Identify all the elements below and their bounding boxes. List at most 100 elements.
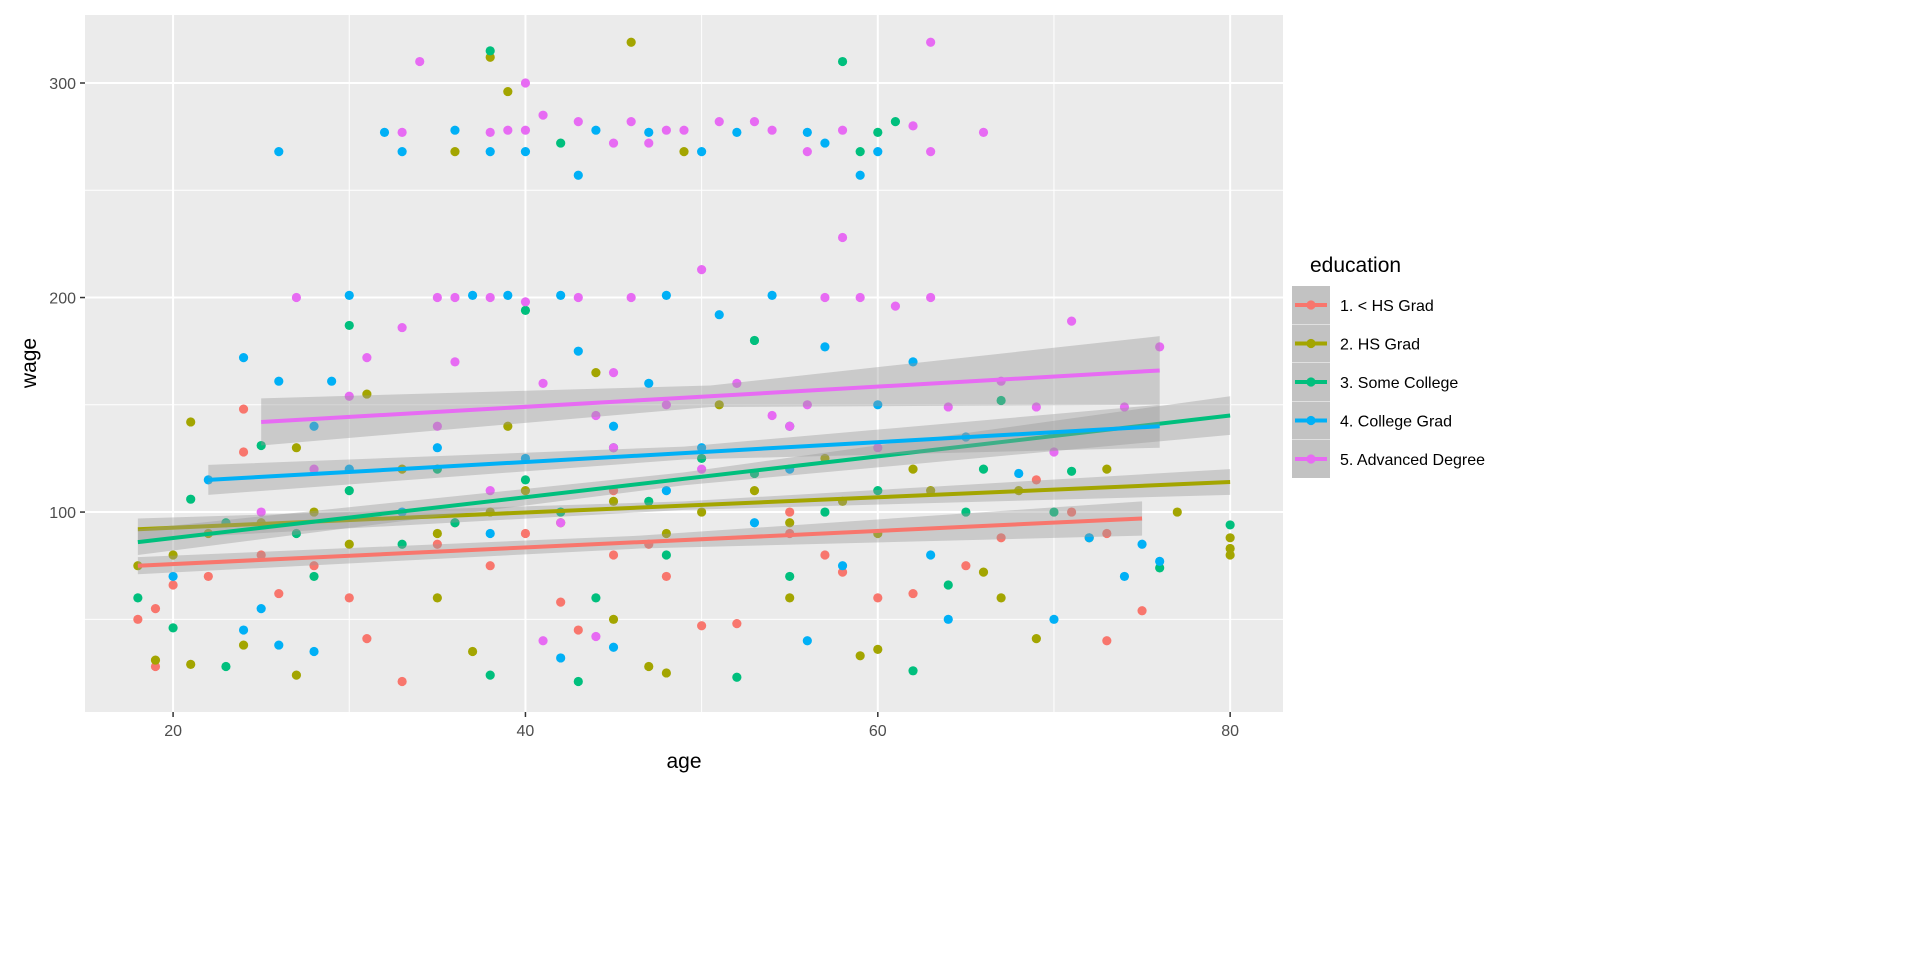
data-point (608, 421, 619, 431)
data-point (820, 507, 830, 517)
data-point (1119, 402, 1130, 412)
data-point (873, 443, 883, 453)
data-point (309, 464, 319, 474)
data-point (644, 127, 654, 137)
data-point (785, 571, 795, 582)
data-point (873, 593, 883, 603)
data-point (256, 507, 266, 517)
data-point (432, 539, 442, 549)
data-point (802, 127, 812, 137)
data-point (520, 78, 531, 88)
data-point (238, 625, 249, 635)
data-point (908, 464, 918, 474)
points-layer (133, 37, 1235, 687)
data-point (1137, 539, 1147, 549)
data-point (732, 127, 742, 137)
data-point (820, 138, 830, 148)
data-point (1066, 466, 1077, 476)
data-point (133, 593, 143, 603)
data-point (697, 507, 707, 517)
data-point (1155, 556, 1165, 567)
data-point (661, 290, 671, 300)
data-point (520, 475, 531, 485)
data-point (450, 125, 460, 135)
data-point (749, 335, 760, 346)
data-point (133, 614, 143, 624)
data-point (943, 402, 953, 412)
data-point (1225, 533, 1235, 543)
data-point (186, 494, 196, 504)
data-point (1225, 543, 1235, 554)
data-point (397, 322, 407, 333)
data-point (432, 528, 442, 539)
data-point (820, 550, 830, 560)
data-point (538, 378, 548, 388)
data-point (732, 378, 742, 388)
data-point (573, 170, 583, 180)
data-point (1049, 614, 1059, 624)
data-point (1102, 464, 1112, 474)
data-point (450, 357, 460, 367)
x-tick-label: 20 (164, 723, 182, 740)
data-point (520, 305, 531, 316)
data-point (379, 127, 390, 137)
data-point (1155, 342, 1165, 352)
data-point (855, 651, 865, 661)
data-point (820, 292, 830, 303)
data-point (714, 310, 724, 320)
legend-label: 1. < HS Grad (1340, 298, 1434, 315)
data-point (538, 110, 548, 120)
data-point (397, 147, 407, 157)
data-point (1102, 636, 1112, 646)
data-point (1102, 528, 1112, 539)
data-point (1119, 571, 1130, 582)
data-point (362, 389, 372, 399)
data-point (644, 138, 654, 148)
data-point (485, 528, 495, 539)
data-point (661, 400, 671, 410)
data-point (697, 464, 707, 474)
data-point (714, 117, 724, 127)
data-point (450, 518, 460, 528)
data-point (802, 400, 812, 410)
legend-label: 2. HS Grad (1340, 337, 1420, 354)
data-point (837, 56, 848, 67)
data-point (961, 507, 971, 517)
legend-title: education (1310, 254, 1401, 277)
legend-key-point (1306, 300, 1316, 310)
data-point (697, 621, 707, 631)
data-point (926, 147, 936, 157)
data-point (150, 655, 161, 665)
data-point (291, 443, 302, 453)
data-point (1155, 563, 1165, 573)
data-point (855, 170, 865, 180)
data-point (291, 670, 302, 680)
data-point (150, 661, 161, 672)
data-point (520, 486, 531, 496)
x-axis-title: age (666, 750, 701, 773)
data-point (908, 121, 918, 131)
data-point (661, 486, 671, 496)
data-point (661, 550, 671, 560)
data-point (767, 125, 777, 135)
data-point (608, 614, 619, 624)
data-point (926, 37, 936, 47)
data-point (855, 292, 865, 303)
data-point (785, 518, 795, 528)
data-point (1172, 507, 1182, 517)
data-point (344, 486, 354, 496)
data-point (908, 588, 918, 599)
data-point (238, 640, 249, 650)
data-point (732, 672, 742, 682)
data-point (1225, 520, 1235, 530)
data-point (274, 376, 284, 386)
data-point (1031, 634, 1041, 644)
data-point (785, 593, 795, 603)
data-point (397, 676, 407, 687)
confidence-band (208, 404, 1160, 495)
data-point (520, 125, 531, 135)
fit-line (137, 413, 1231, 545)
data-point (873, 400, 883, 410)
data-point (503, 290, 513, 300)
data-point (186, 659, 196, 669)
